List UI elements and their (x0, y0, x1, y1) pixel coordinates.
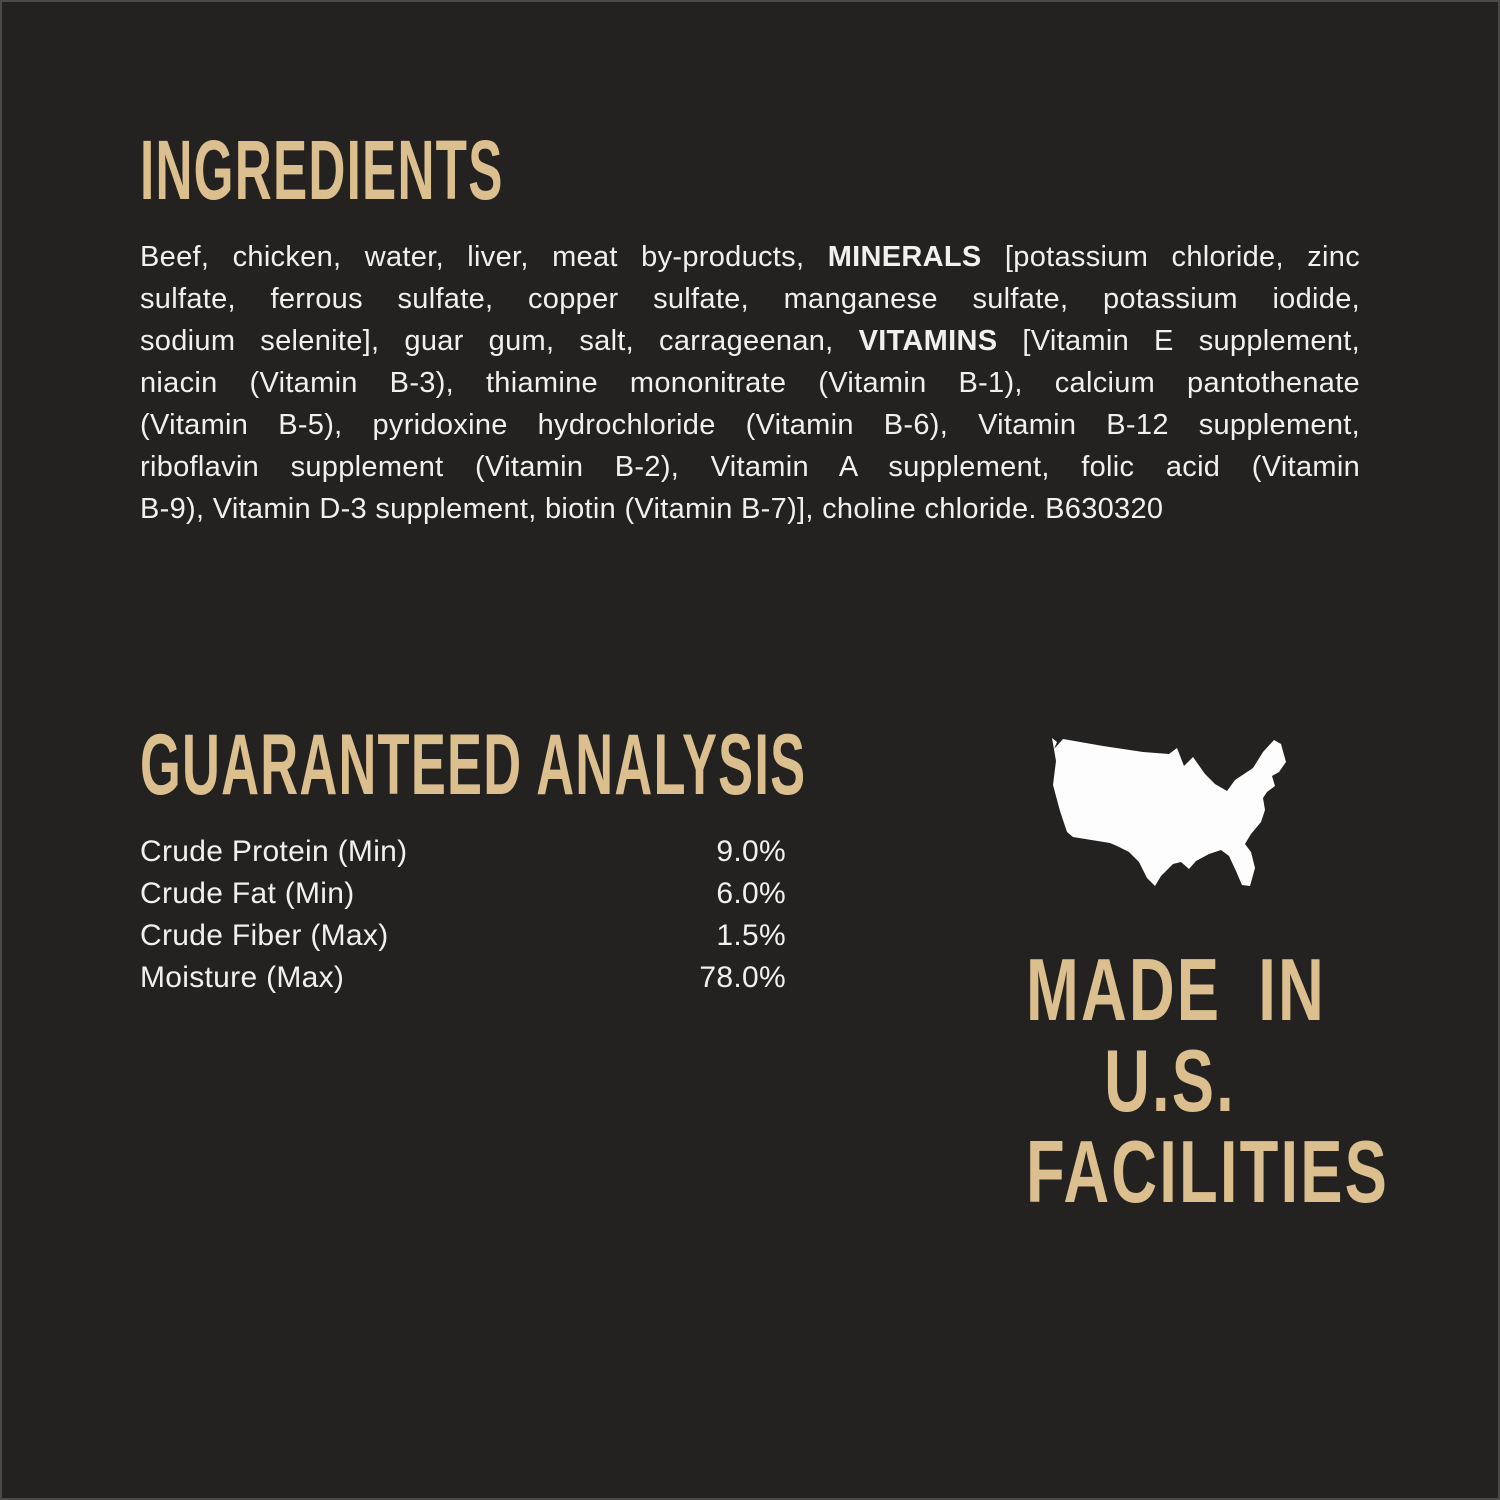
analysis-row: Moisture (Max) 78.0% (140, 957, 786, 999)
ingredients-line: Beef, chicken, water, liver, meat by-pro… (140, 236, 1360, 278)
analysis-row: Crude Fiber (Max) 1.5% (140, 915, 786, 957)
ingredient-text: sodium selenite], guar gum, salt, carrag… (140, 325, 859, 357)
ingredient-text: [potassium chloride, zinc (981, 241, 1360, 273)
ingredient-text: sulfate, ferrous sulfate, copper sulfate… (140, 283, 1360, 315)
made-in-line: U.S. (1104, 1031, 1236, 1130)
analysis-value: 78.0% (699, 961, 786, 994)
analysis-label: Moisture (Max) (140, 961, 345, 994)
ingredients-heading: INGREDIENTS (140, 123, 504, 217)
guaranteed-analysis-heading: GUARANTEED ANALYSIS (140, 717, 807, 813)
made-in-us-facilities: MADE IN U.S. FACILITIES (1026, 940, 1390, 1221)
analysis-label: Crude Protein (Min) (140, 835, 408, 868)
analysis-label: Crude Fiber (Max) (140, 919, 389, 952)
ingredient-group-label: MINERALS (827, 241, 982, 273)
ingredient-text: niacin (Vitamin B-3), thiamine mononitra… (140, 367, 1360, 399)
ingredient-text: Beef, chicken, water, liver, meat by-pro… (140, 241, 828, 273)
ingredient-text: B-9), Vitamin D-3 supplement, biotin (Vi… (140, 493, 1164, 525)
ingredient-text: riboflavin supplement (Vitamin B-2), Vit… (140, 451, 1360, 483)
analysis-row: Crude Fat (Min) 6.0% (140, 873, 786, 915)
ingredient-text: [Vitamin E supplement, (997, 325, 1360, 357)
ingredients-line: riboflavin supplement (Vitamin B-2), Vit… (140, 446, 1360, 488)
analysis-label: Crude Fat (Min) (140, 877, 355, 910)
ingredients-line: (Vitamin B-5), pyridoxine hydrochloride … (140, 404, 1360, 446)
analysis-value: 1.5% (716, 919, 786, 952)
ingredients-line: sulfate, ferrous sulfate, copper sulfate… (140, 278, 1360, 320)
ingredients-line: niacin (Vitamin B-3), thiamine mononitra… (140, 362, 1360, 404)
guaranteed-analysis-table: Crude Protein (Min) 9.0% Crude Fat (Min) 6.… (140, 831, 786, 999)
analysis-row: Crude Protein (Min) 9.0% (140, 831, 786, 873)
usa-map-icon (1052, 738, 1286, 886)
made-in-line: FACILITIES (1026, 1122, 1390, 1221)
analysis-value: 9.0% (716, 835, 786, 868)
ingredient-text: (Vitamin B-5), pyridoxine hydrochloride … (140, 409, 1360, 441)
ingredients-paragraph: Beef, chicken, water, liver, meat by-pro… (140, 236, 1360, 530)
ingredient-group-label: VITAMINS (858, 325, 998, 357)
ingredients-line: sodium selenite], guar gum, salt, carrag… (140, 320, 1360, 362)
analysis-value: 6.0% (716, 877, 786, 910)
ingredients-line: B-9), Vitamin D-3 supplement, biotin (Vi… (140, 488, 1360, 530)
made-in-line: MADE IN (1026, 940, 1326, 1039)
